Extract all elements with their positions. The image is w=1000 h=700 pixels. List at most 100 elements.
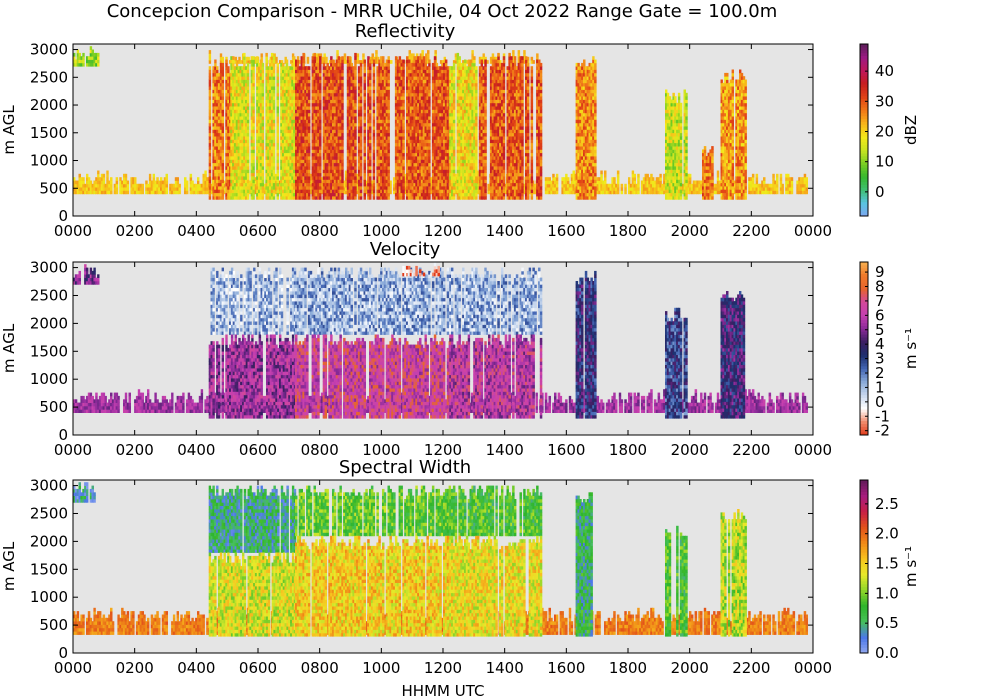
heatmap-cell bbox=[252, 70, 254, 74]
heatmap-cell bbox=[308, 86, 311, 90]
heatmap-cell bbox=[252, 126, 254, 130]
heatmap-cell bbox=[319, 169, 322, 173]
heatmap-cell bbox=[247, 143, 249, 147]
heatmap-cell bbox=[216, 66, 218, 70]
heatmap-cell bbox=[549, 177, 552, 181]
heatmap-cell bbox=[277, 186, 280, 190]
heatmap-cell bbox=[323, 53, 326, 57]
heatmap-cell bbox=[308, 136, 311, 140]
heatmap-cell bbox=[319, 106, 322, 110]
heatmap-cell bbox=[247, 93, 249, 97]
heatmap-cell bbox=[222, 73, 224, 77]
heatmap-cell bbox=[556, 181, 558, 185]
heatmap-cell bbox=[236, 63, 238, 67]
heatmap-cell bbox=[273, 126, 275, 130]
heatmap-cell bbox=[222, 153, 224, 157]
heatmap-cell bbox=[273, 136, 275, 140]
heatmap-cell bbox=[308, 123, 311, 127]
figure: Concepcion Comparison - MRR UChile, 04 O… bbox=[0, 0, 1000, 700]
heatmap-cell bbox=[222, 103, 224, 107]
heatmap-cell bbox=[252, 153, 254, 157]
heatmap-cell bbox=[247, 153, 249, 157]
heatmap-cell bbox=[293, 56, 295, 60]
heatmap-cell bbox=[319, 133, 322, 137]
heatmap-cell bbox=[319, 56, 322, 60]
heatmap-cell bbox=[637, 187, 640, 191]
heatmap-cell bbox=[156, 177, 159, 181]
heatmap-cell bbox=[247, 156, 249, 160]
heatmap-cell bbox=[308, 120, 311, 124]
heatmap-cell bbox=[308, 169, 311, 173]
heatmap-cell bbox=[273, 139, 275, 143]
heatmap-cell bbox=[262, 133, 264, 137]
heatmap-cell bbox=[235, 57, 237, 61]
heatmap-cell bbox=[273, 73, 275, 77]
heatmap-cell bbox=[308, 149, 311, 153]
heatmap-cell bbox=[252, 189, 254, 193]
heatmap-cell bbox=[297, 63, 299, 67]
heatmap-cell bbox=[184, 177, 187, 181]
heatmap-cell bbox=[273, 70, 275, 74]
heatmap-cell bbox=[273, 133, 275, 137]
heatmap-cell bbox=[247, 106, 249, 110]
heatmap-cell bbox=[222, 113, 224, 117]
heatmap-cell bbox=[247, 123, 249, 127]
heatmap-cell bbox=[344, 53, 347, 57]
heatmap-cell bbox=[319, 176, 322, 180]
heatmap-cell bbox=[209, 53, 211, 57]
heatmap-cell bbox=[227, 66, 229, 70]
heatmap-cell bbox=[262, 136, 264, 140]
heatmap-cell bbox=[222, 149, 224, 153]
heatmap-cell bbox=[273, 110, 275, 114]
heatmap-cell bbox=[186, 184, 189, 188]
heatmap-cell bbox=[717, 174, 719, 178]
heatmap-cell bbox=[247, 176, 249, 180]
heatmap-cell bbox=[209, 193, 211, 197]
heatmap-cell bbox=[222, 80, 224, 84]
heatmap-cell bbox=[262, 66, 264, 70]
heatmap-cell bbox=[319, 173, 322, 177]
heatmap-cell bbox=[252, 103, 254, 107]
heatmap-cell bbox=[209, 189, 211, 193]
heatmap-cell bbox=[252, 173, 254, 177]
heatmap-cell bbox=[127, 181, 129, 185]
heatmap-cell bbox=[186, 191, 189, 195]
heatmap-cell bbox=[252, 129, 254, 133]
heatmap-cell bbox=[277, 66, 280, 70]
heatmap-cell bbox=[518, 50, 521, 54]
heatmap-cell bbox=[209, 196, 211, 200]
heatmap-cell bbox=[209, 179, 211, 183]
heatmap-cell bbox=[297, 56, 299, 60]
heatmap-cell bbox=[273, 83, 275, 87]
heatmap-cell bbox=[247, 159, 249, 163]
heatmap-cell bbox=[209, 96, 211, 100]
heatmap-cell bbox=[531, 57, 534, 61]
heatmap-cell bbox=[86, 174, 88, 178]
heatmap-cell bbox=[252, 83, 254, 87]
heatmap-cell bbox=[262, 113, 264, 117]
heatmap-cell bbox=[103, 177, 106, 181]
heatmap-cell bbox=[791, 191, 793, 195]
heatmap-cell bbox=[277, 193, 280, 197]
heatmap-cell bbox=[787, 174, 789, 178]
heatmap-cell bbox=[179, 191, 181, 195]
heatmap-cell bbox=[179, 187, 181, 191]
heatmap-cell bbox=[252, 176, 254, 180]
heatmap-cell bbox=[567, 181, 570, 185]
heatmap-cell bbox=[177, 177, 179, 181]
heatmap-cell bbox=[308, 163, 311, 167]
heatmap-cell bbox=[277, 123, 280, 127]
heatmap-cell bbox=[277, 110, 280, 114]
heatmap-cell bbox=[262, 76, 264, 80]
heatmap-cell bbox=[286, 63, 289, 67]
heatmap-cell bbox=[319, 156, 322, 160]
heatmap-cell bbox=[247, 120, 249, 124]
heatmap-cell bbox=[82, 56, 84, 60]
heatmap-cell bbox=[252, 169, 254, 173]
heatmap-cell bbox=[252, 93, 254, 97]
heatmap-cell bbox=[776, 174, 779, 178]
heatmap-cell bbox=[791, 177, 793, 181]
panel-0: 0000 0200 0400 0600 0800 1000 1200 1400 1600 1800… bbox=[0, 21, 920, 240]
heatmap-cell bbox=[763, 181, 766, 185]
heatmap-cell bbox=[308, 103, 311, 107]
